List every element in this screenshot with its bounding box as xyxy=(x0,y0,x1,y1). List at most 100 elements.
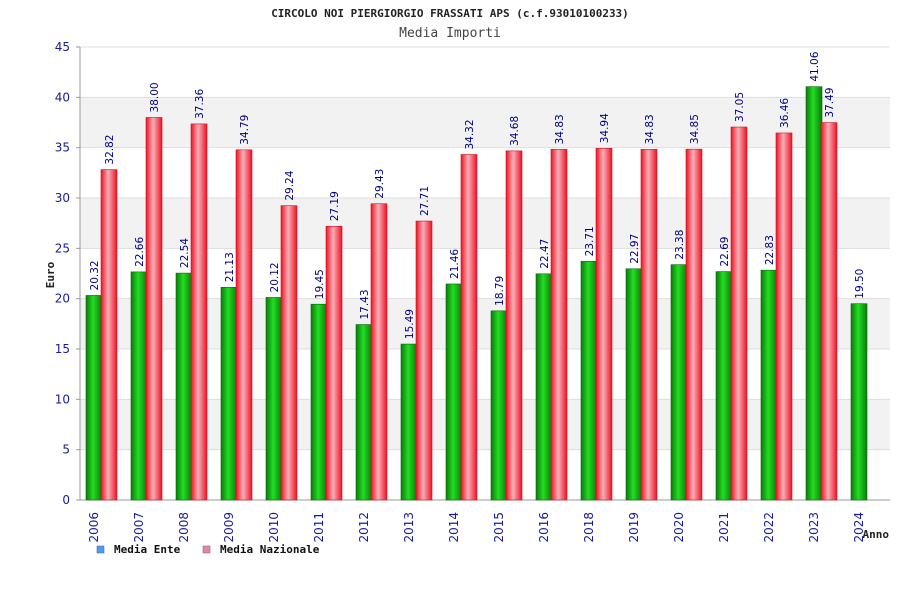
bar-media-nazionale xyxy=(505,150,523,501)
y-tick-label: 45 xyxy=(55,40,70,54)
bar-media-ente xyxy=(310,303,328,501)
x-tick-label: 2014 xyxy=(447,512,461,543)
x-tick-label: 2018 xyxy=(582,512,596,543)
x-tick-label: 2009 xyxy=(222,512,236,543)
y-axis-label: Euro xyxy=(44,261,57,288)
bar-media-nazionale xyxy=(685,148,703,501)
bar-media-ente xyxy=(625,268,643,501)
bar-media-nazionale xyxy=(415,220,433,501)
data-label: 29.43 xyxy=(374,169,386,199)
data-label: 19.50 xyxy=(854,269,866,299)
grid-bands xyxy=(80,47,890,500)
bar-media-ente xyxy=(715,271,733,501)
grid-band xyxy=(80,399,890,450)
chart-subtitle: Media Importi xyxy=(399,26,501,41)
grid-band xyxy=(80,97,890,148)
data-label: 22.97 xyxy=(629,234,641,264)
x-tick-label: 2022 xyxy=(762,512,776,543)
bar-media-ente xyxy=(580,261,598,501)
data-label: 20.12 xyxy=(269,262,281,292)
bar-media-nazionale xyxy=(100,169,118,501)
y-tick-label: 35 xyxy=(55,141,70,155)
grid-band xyxy=(80,147,890,198)
x-axis-label: Anno xyxy=(863,528,890,541)
bar-media-nazionale xyxy=(370,203,388,501)
x-tick-label: 2015 xyxy=(492,512,506,543)
legend-swatch-media-nazionale xyxy=(202,545,211,554)
bar-media-nazionale xyxy=(325,225,343,501)
data-label: 34.94 xyxy=(599,113,611,143)
x-tick-label: 2011 xyxy=(312,512,326,543)
x-tick-label: 2024 xyxy=(852,512,866,543)
data-label: 23.38 xyxy=(674,230,686,260)
x-tick-label: 2012 xyxy=(357,512,371,543)
y-tick-label: 0 xyxy=(62,493,70,507)
grid-band xyxy=(80,298,890,349)
data-label: 23.71 xyxy=(584,226,596,256)
data-label: 34.68 xyxy=(509,116,521,146)
x-tick-label: 2007 xyxy=(132,512,146,543)
y-tick-label: 10 xyxy=(55,392,70,406)
y-axis-ticks: 0 5 10 15 20 25 30 35 40 45 xyxy=(55,40,80,507)
y-tick-label: 20 xyxy=(55,292,70,306)
data-label: 27.71 xyxy=(419,186,431,216)
bar-media-nazionale xyxy=(550,149,568,501)
data-label: 37.49 xyxy=(824,88,836,118)
bar-media-ente xyxy=(175,272,193,501)
grid-band xyxy=(80,449,890,500)
y-tick-label: 30 xyxy=(55,191,70,205)
x-tick-label: 2006 xyxy=(87,512,101,543)
bars xyxy=(85,86,868,501)
bar-media-ente xyxy=(850,303,868,501)
data-label: 37.36 xyxy=(194,89,206,119)
y-tick-label: 15 xyxy=(55,342,70,356)
bar-media-ente xyxy=(220,286,238,501)
bar-media-ente xyxy=(355,324,373,501)
legend: Media Ente Media Nazionale xyxy=(96,543,320,556)
grid-band xyxy=(80,198,890,249)
bar-media-ente xyxy=(85,295,103,501)
data-label: 38.00 xyxy=(149,82,161,112)
data-label: 15.49 xyxy=(404,309,416,339)
grid-band xyxy=(80,349,890,400)
x-tick-label: 2020 xyxy=(672,512,686,543)
data-label: 22.54 xyxy=(179,238,191,268)
data-label: 34.32 xyxy=(464,119,476,149)
y-tick-label: 40 xyxy=(55,90,70,104)
data-label: 22.47 xyxy=(539,239,551,269)
legend-label-media-nazionale: Media Nazionale xyxy=(220,543,320,556)
data-label: 21.13 xyxy=(224,252,236,282)
bar-media-nazionale xyxy=(145,117,163,501)
legend-label-media-ente: Media Ente xyxy=(114,543,181,556)
data-label: 29.24 xyxy=(284,170,296,200)
bar-media-nazionale xyxy=(190,123,208,501)
data-label: 37.05 xyxy=(734,92,746,122)
bar-media-nazionale xyxy=(235,149,253,501)
bar-media-nazionale xyxy=(640,149,658,501)
data-label: 34.83 xyxy=(554,114,566,144)
y-tick-label: 5 xyxy=(62,443,70,457)
x-tick-label: 2019 xyxy=(627,512,641,543)
grid-lines xyxy=(80,46,890,501)
bar-media-ente xyxy=(400,343,418,501)
x-tick-label: 2013 xyxy=(402,512,416,543)
x-axis-ticks: 2006 2007 2008 2009 2010 2011 2012 2013 2014 2015… xyxy=(87,512,866,543)
bar-media-ente xyxy=(805,86,823,501)
grid-band xyxy=(80,248,890,299)
data-label: 27.19 xyxy=(329,191,341,221)
bar-media-nazionale xyxy=(730,126,748,501)
data-label: 34.85 xyxy=(689,114,701,144)
data-label: 22.69 xyxy=(719,237,731,267)
x-tick-label: 2008 xyxy=(177,512,191,543)
bar-media-ente xyxy=(130,271,148,501)
x-tick-label: 2010 xyxy=(267,512,281,543)
bar-media-ente xyxy=(445,283,463,501)
bar-media-ente xyxy=(535,273,553,501)
bar-media-nazionale xyxy=(460,154,478,501)
chart-title: CIRCOLO NOI PIERGIORGIO FRASSATI APS (c.… xyxy=(271,7,629,20)
bar-media-ente xyxy=(490,310,508,501)
x-tick-label: 2021 xyxy=(717,512,731,543)
data-label: 18.79 xyxy=(494,276,506,306)
data-label: 21.46 xyxy=(449,249,461,279)
